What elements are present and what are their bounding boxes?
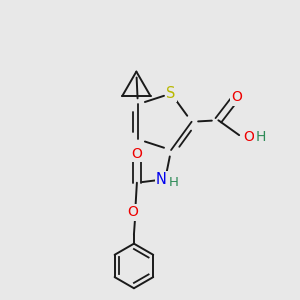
Text: H: H: [169, 176, 178, 189]
Text: S: S: [167, 86, 176, 101]
Text: O: O: [131, 147, 142, 160]
Text: O: O: [127, 206, 138, 219]
Text: O: O: [231, 90, 242, 104]
Text: N: N: [156, 172, 167, 187]
Text: O: O: [244, 130, 254, 144]
Text: H: H: [256, 130, 266, 144]
